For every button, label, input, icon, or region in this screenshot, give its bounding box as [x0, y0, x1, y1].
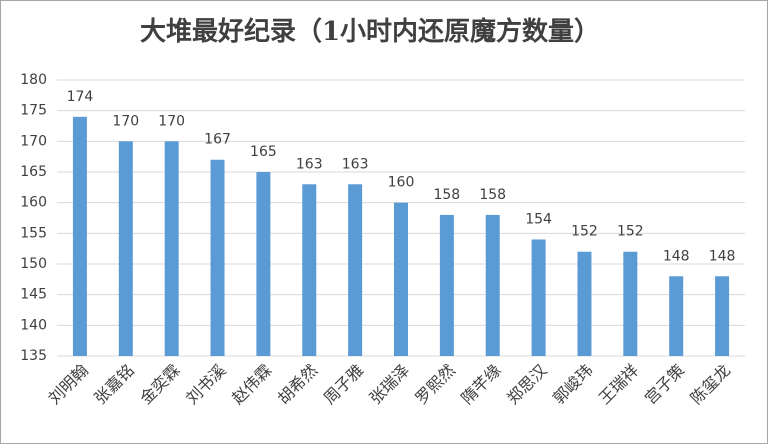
bar: [531, 239, 546, 356]
y-tick-label: 140: [20, 317, 47, 333]
y-tick-label: 165: [20, 164, 47, 180]
bar: [669, 276, 684, 356]
data-label: 152: [571, 224, 598, 240]
y-tick-label: 170: [20, 133, 47, 149]
data-label: 158: [433, 187, 460, 203]
y-tick-label: 150: [20, 256, 47, 272]
bar: [210, 159, 225, 356]
bar: [577, 251, 592, 356]
data-label: 174: [67, 89, 94, 105]
bar: [164, 141, 179, 356]
data-label: 163: [296, 156, 323, 172]
y-tick-label: 155: [20, 225, 47, 241]
data-label: 170: [158, 113, 185, 129]
data-label: 148: [709, 248, 736, 264]
y-tick-label: 160: [20, 195, 47, 211]
bar: [118, 141, 133, 356]
data-label: 154: [525, 211, 552, 227]
bar: [256, 172, 271, 356]
y-tick-label: 145: [20, 287, 47, 303]
data-label: 170: [112, 113, 139, 129]
bar: [394, 202, 408, 356]
bar: [72, 116, 87, 356]
bar: [302, 184, 317, 356]
data-label: 165: [250, 144, 277, 160]
data-label: 167: [204, 132, 231, 148]
bar: [348, 184, 363, 356]
data-label: 148: [663, 248, 690, 264]
data-label: 160: [388, 175, 415, 191]
y-tick-label: 135: [20, 348, 47, 364]
data-label: 158: [479, 187, 506, 203]
bar: [715, 276, 730, 356]
data-label: 152: [617, 224, 644, 240]
y-tick-label: 175: [20, 103, 47, 119]
bar: [439, 214, 454, 356]
bar: [485, 214, 500, 356]
data-label: 163: [342, 156, 369, 172]
bar: [623, 251, 638, 356]
chart-title: 大堆最好纪录（1小时内还原魔方数量）: [140, 16, 600, 47]
y-tick-label: 180: [20, 72, 47, 88]
